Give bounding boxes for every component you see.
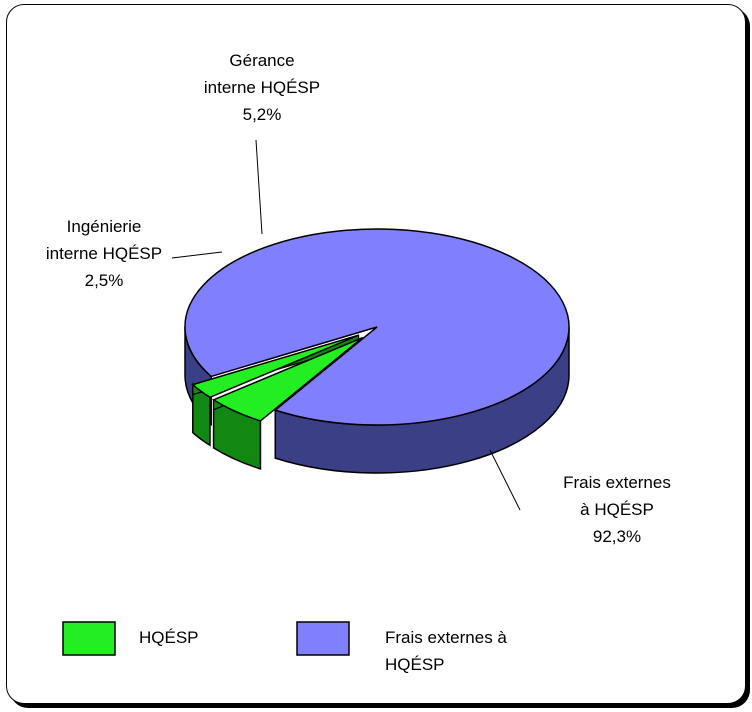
- slice-label-line: interne HQÉSP: [46, 244, 162, 263]
- slice-label: Ingénierie interne HQÉSP 2,5%: [46, 217, 162, 290]
- pie-slice: [211, 337, 363, 422]
- slice-value: 2,5%: [85, 271, 124, 290]
- legend-swatch: [62, 621, 116, 656]
- slice-label-line: Ingénierie: [67, 217, 142, 236]
- slice-label: Frais externes à HQÉSP 92,3%: [563, 473, 671, 546]
- pie-slice: [191, 334, 359, 399]
- legend-label: Frais externes à HQÉSP: [385, 628, 507, 674]
- legend-label-line: HQÉSP: [385, 655, 445, 674]
- slice-label: Gérance interne HQÉSP 5,2%: [204, 51, 320, 124]
- legend-label-line: HQÉSP: [139, 628, 199, 647]
- pie-slices: [184, 228, 570, 426]
- slice-value: 92,3%: [593, 527, 641, 546]
- legend-label-line: Frais externes à: [385, 628, 507, 647]
- slice-label-line: Gérance: [229, 51, 294, 70]
- leader-line: [171, 251, 223, 259]
- pie-slice: [184, 228, 570, 426]
- slice-value: 5,2%: [243, 105, 282, 124]
- slice-label-line: Frais externes: [563, 473, 671, 492]
- slice-label-line: interne HQÉSP: [204, 78, 320, 97]
- legend: HQÉSP Frais externes à HQÉSP: [62, 621, 507, 674]
- slice-label-line: à HQÉSP: [580, 500, 654, 519]
- leader-line: [489, 449, 521, 511]
- leader-line: [255, 139, 263, 235]
- legend-label: HQÉSP: [139, 628, 199, 647]
- leader-lines: [171, 139, 521, 511]
- legend-swatch: [296, 621, 350, 656]
- slice-labels: Frais externes à HQÉSP 92,3% Ingénierie inte…: [46, 51, 671, 546]
